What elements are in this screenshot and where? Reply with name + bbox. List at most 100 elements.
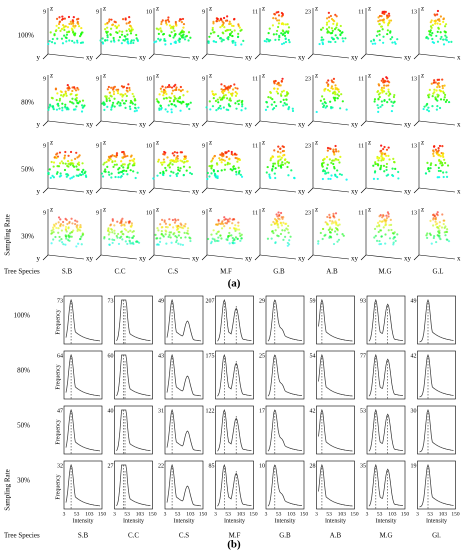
axis-letter: y [408,255,412,263]
axis-letter: y [408,188,412,196]
point [441,78,444,81]
point [378,156,381,160]
point [237,224,240,227]
point [208,100,211,103]
point [433,88,436,91]
axis-letter: y [196,255,200,263]
point [437,147,440,150]
z-max: 9 [202,210,205,216]
point [189,36,192,39]
axis-letter: y [408,121,412,129]
point [162,158,166,161]
point [81,162,84,165]
point [223,168,226,171]
plot-box [114,405,153,455]
point [104,168,107,171]
point [128,16,131,19]
point [321,26,325,29]
point [70,22,73,25]
point [170,86,174,89]
point [435,240,438,244]
point [117,232,120,236]
point [128,28,131,31]
point [330,36,333,39]
point [269,176,272,180]
species-label: C.C [114,268,125,276]
point [381,28,384,31]
point [286,165,289,169]
axis [413,120,420,127]
point [189,171,192,175]
point [436,226,439,229]
point [280,163,283,166]
x-tick-label: 3 [416,511,419,517]
x-axis-title: Tree Species [4,268,40,276]
point [280,42,284,46]
point [73,34,76,37]
point [370,40,373,43]
point [440,35,443,39]
point [107,85,110,89]
point [51,105,54,108]
point [115,155,118,158]
point [72,229,75,232]
point [235,92,239,95]
curve [116,354,151,397]
point [167,104,170,107]
point [275,29,279,33]
point [336,22,339,25]
point [64,227,67,231]
z-max: 9 [43,76,46,82]
point [189,101,192,104]
point [118,36,122,39]
point [334,157,337,161]
point [337,218,341,221]
point [70,217,73,220]
species-label: A.B [326,268,338,276]
point [291,107,294,110]
point [108,91,112,94]
point [177,230,180,233]
point [376,104,379,107]
point [326,31,329,34]
point [174,235,177,238]
axis-letter: x [351,54,355,62]
point [335,223,338,226]
point [164,43,167,46]
point [377,16,380,19]
point [443,25,447,28]
point [334,84,337,87]
axis-letter: y [408,54,412,62]
point [168,84,171,87]
point [129,169,132,172]
point [447,240,451,243]
point [279,147,282,150]
point [222,153,225,156]
point [85,175,88,178]
plot-box [215,350,254,400]
z-max: 13 [411,9,417,15]
point [393,236,396,239]
point [377,93,380,96]
point [112,90,116,93]
point [114,175,117,179]
point [166,226,169,229]
point [166,110,169,113]
point [168,166,171,169]
point [221,96,225,99]
point [68,39,71,42]
point [322,105,325,109]
point [127,164,130,167]
x-axis-title: Tree Species [4,532,40,540]
point [429,21,432,24]
plot-box [164,405,204,455]
point [107,233,110,236]
point [279,100,282,104]
point [280,32,283,35]
point [111,231,114,234]
point [234,167,237,170]
point [64,90,67,93]
point [386,32,389,36]
point [165,169,168,172]
axis [259,254,297,260]
